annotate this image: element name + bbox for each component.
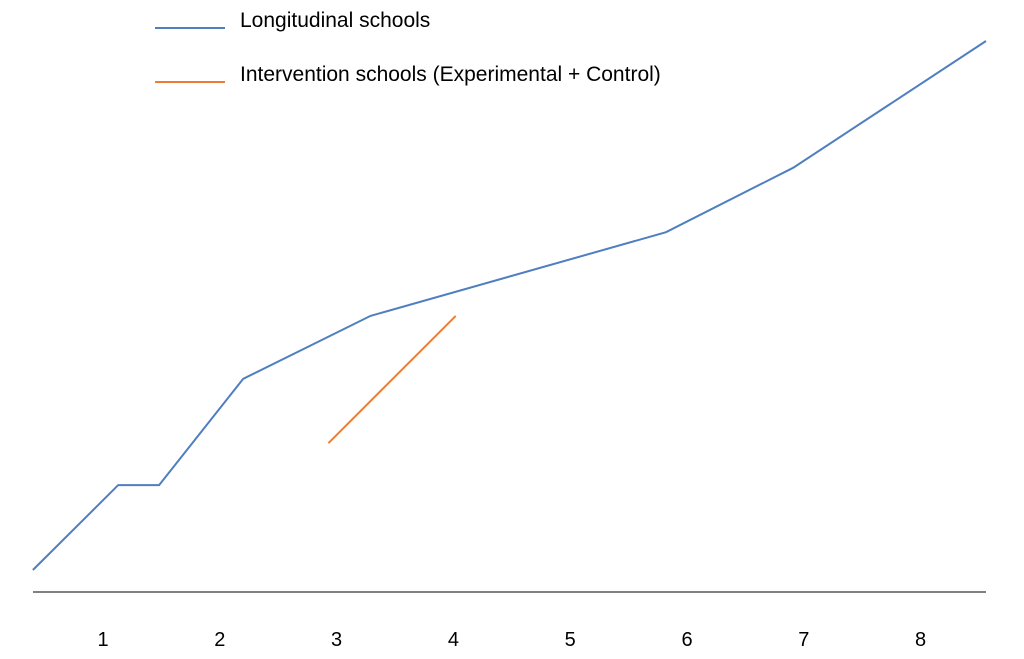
x-tick-label: 6 [681,629,692,651]
series-line-0 [32,40,987,571]
x-tick-label: 1 [97,629,108,651]
legend-label: Longitudinal schools [240,9,430,32]
x-tick-label: 8 [915,629,926,651]
series-line-1 [327,315,457,444]
x-tick-label: 3 [331,629,342,651]
x-tick-label: 5 [565,629,576,651]
x-tick-label: 4 [448,629,459,651]
legend-label: Intervention schools (Experimental + Con… [240,63,661,86]
x-tick-label: 2 [214,629,225,651]
x-tick-label: 7 [798,629,809,651]
